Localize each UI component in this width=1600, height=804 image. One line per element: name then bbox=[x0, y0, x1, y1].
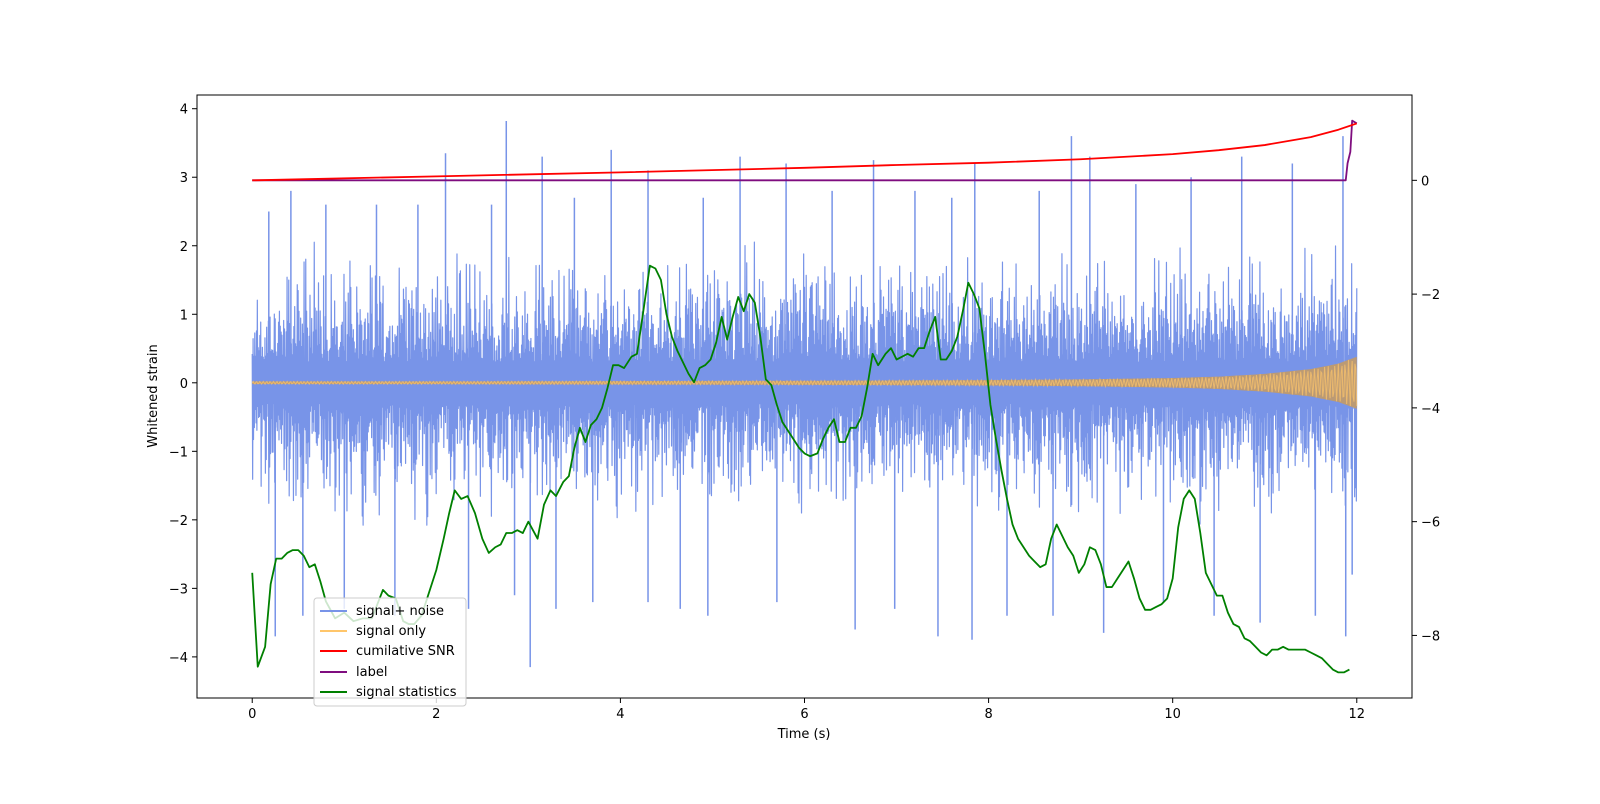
y-tick-label-4: 0 bbox=[180, 377, 188, 392]
series-cumulative-snr-line bbox=[252, 122, 1358, 182]
x-tick-label-6: 12 bbox=[1348, 707, 1365, 722]
series-signal-noise-line bbox=[251, 241, 1358, 526]
x-axis-label: Time (s) bbox=[777, 727, 831, 742]
y2-tick-label-2: −4 bbox=[1421, 402, 1440, 417]
legend-label-signal-statistics: signal statistics bbox=[356, 685, 457, 700]
y-axis-label: Whitened strain bbox=[146, 344, 161, 447]
y-tick-label-7: −3 bbox=[169, 582, 188, 597]
legend-label-signal-only: signal only bbox=[356, 624, 426, 639]
y2-tick-label-0: 0 bbox=[1421, 174, 1429, 189]
legend-frame bbox=[313, 597, 467, 707]
legend: signal+ noise signal only cumilative SNR… bbox=[313, 597, 467, 707]
y-tick-label-0: 4 bbox=[180, 103, 188, 118]
x-tick-label-0: 0 bbox=[248, 707, 256, 722]
y-tick-label-5: −1 bbox=[169, 445, 188, 460]
y2-tick-label-4: −8 bbox=[1421, 629, 1440, 644]
legend-label-cumulative-snr: cumilative SNR bbox=[356, 644, 455, 659]
y-tick-label-3: 1 bbox=[180, 308, 188, 323]
x-tick-label-4: 8 bbox=[984, 707, 992, 722]
y2-tick-label-1: −2 bbox=[1421, 288, 1440, 303]
x-tick-label-2: 4 bbox=[616, 707, 624, 722]
series-signal-only-envelope bbox=[252, 356, 1357, 409]
y-tick-label-6: −2 bbox=[169, 514, 188, 529]
legend-label-signal-noise: signal+ noise bbox=[356, 604, 444, 619]
y-tick-label-1: 3 bbox=[180, 171, 188, 186]
series-signal-statistics-line bbox=[251, 264, 1350, 674]
y-tick-label-2: 2 bbox=[180, 240, 188, 255]
y-tick-label-8: −4 bbox=[169, 651, 188, 666]
x-tick-label-3: 6 bbox=[800, 707, 808, 722]
series-signal-only-line bbox=[251, 359, 1358, 407]
series-label-line bbox=[252, 119, 1358, 182]
y2-tick-label-3: −6 bbox=[1421, 516, 1440, 531]
legend-label-label: label bbox=[356, 665, 387, 680]
x-tick-label-5: 10 bbox=[1164, 707, 1181, 722]
series-layer bbox=[251, 119, 1358, 674]
x-tick-label-1: 2 bbox=[432, 707, 440, 722]
